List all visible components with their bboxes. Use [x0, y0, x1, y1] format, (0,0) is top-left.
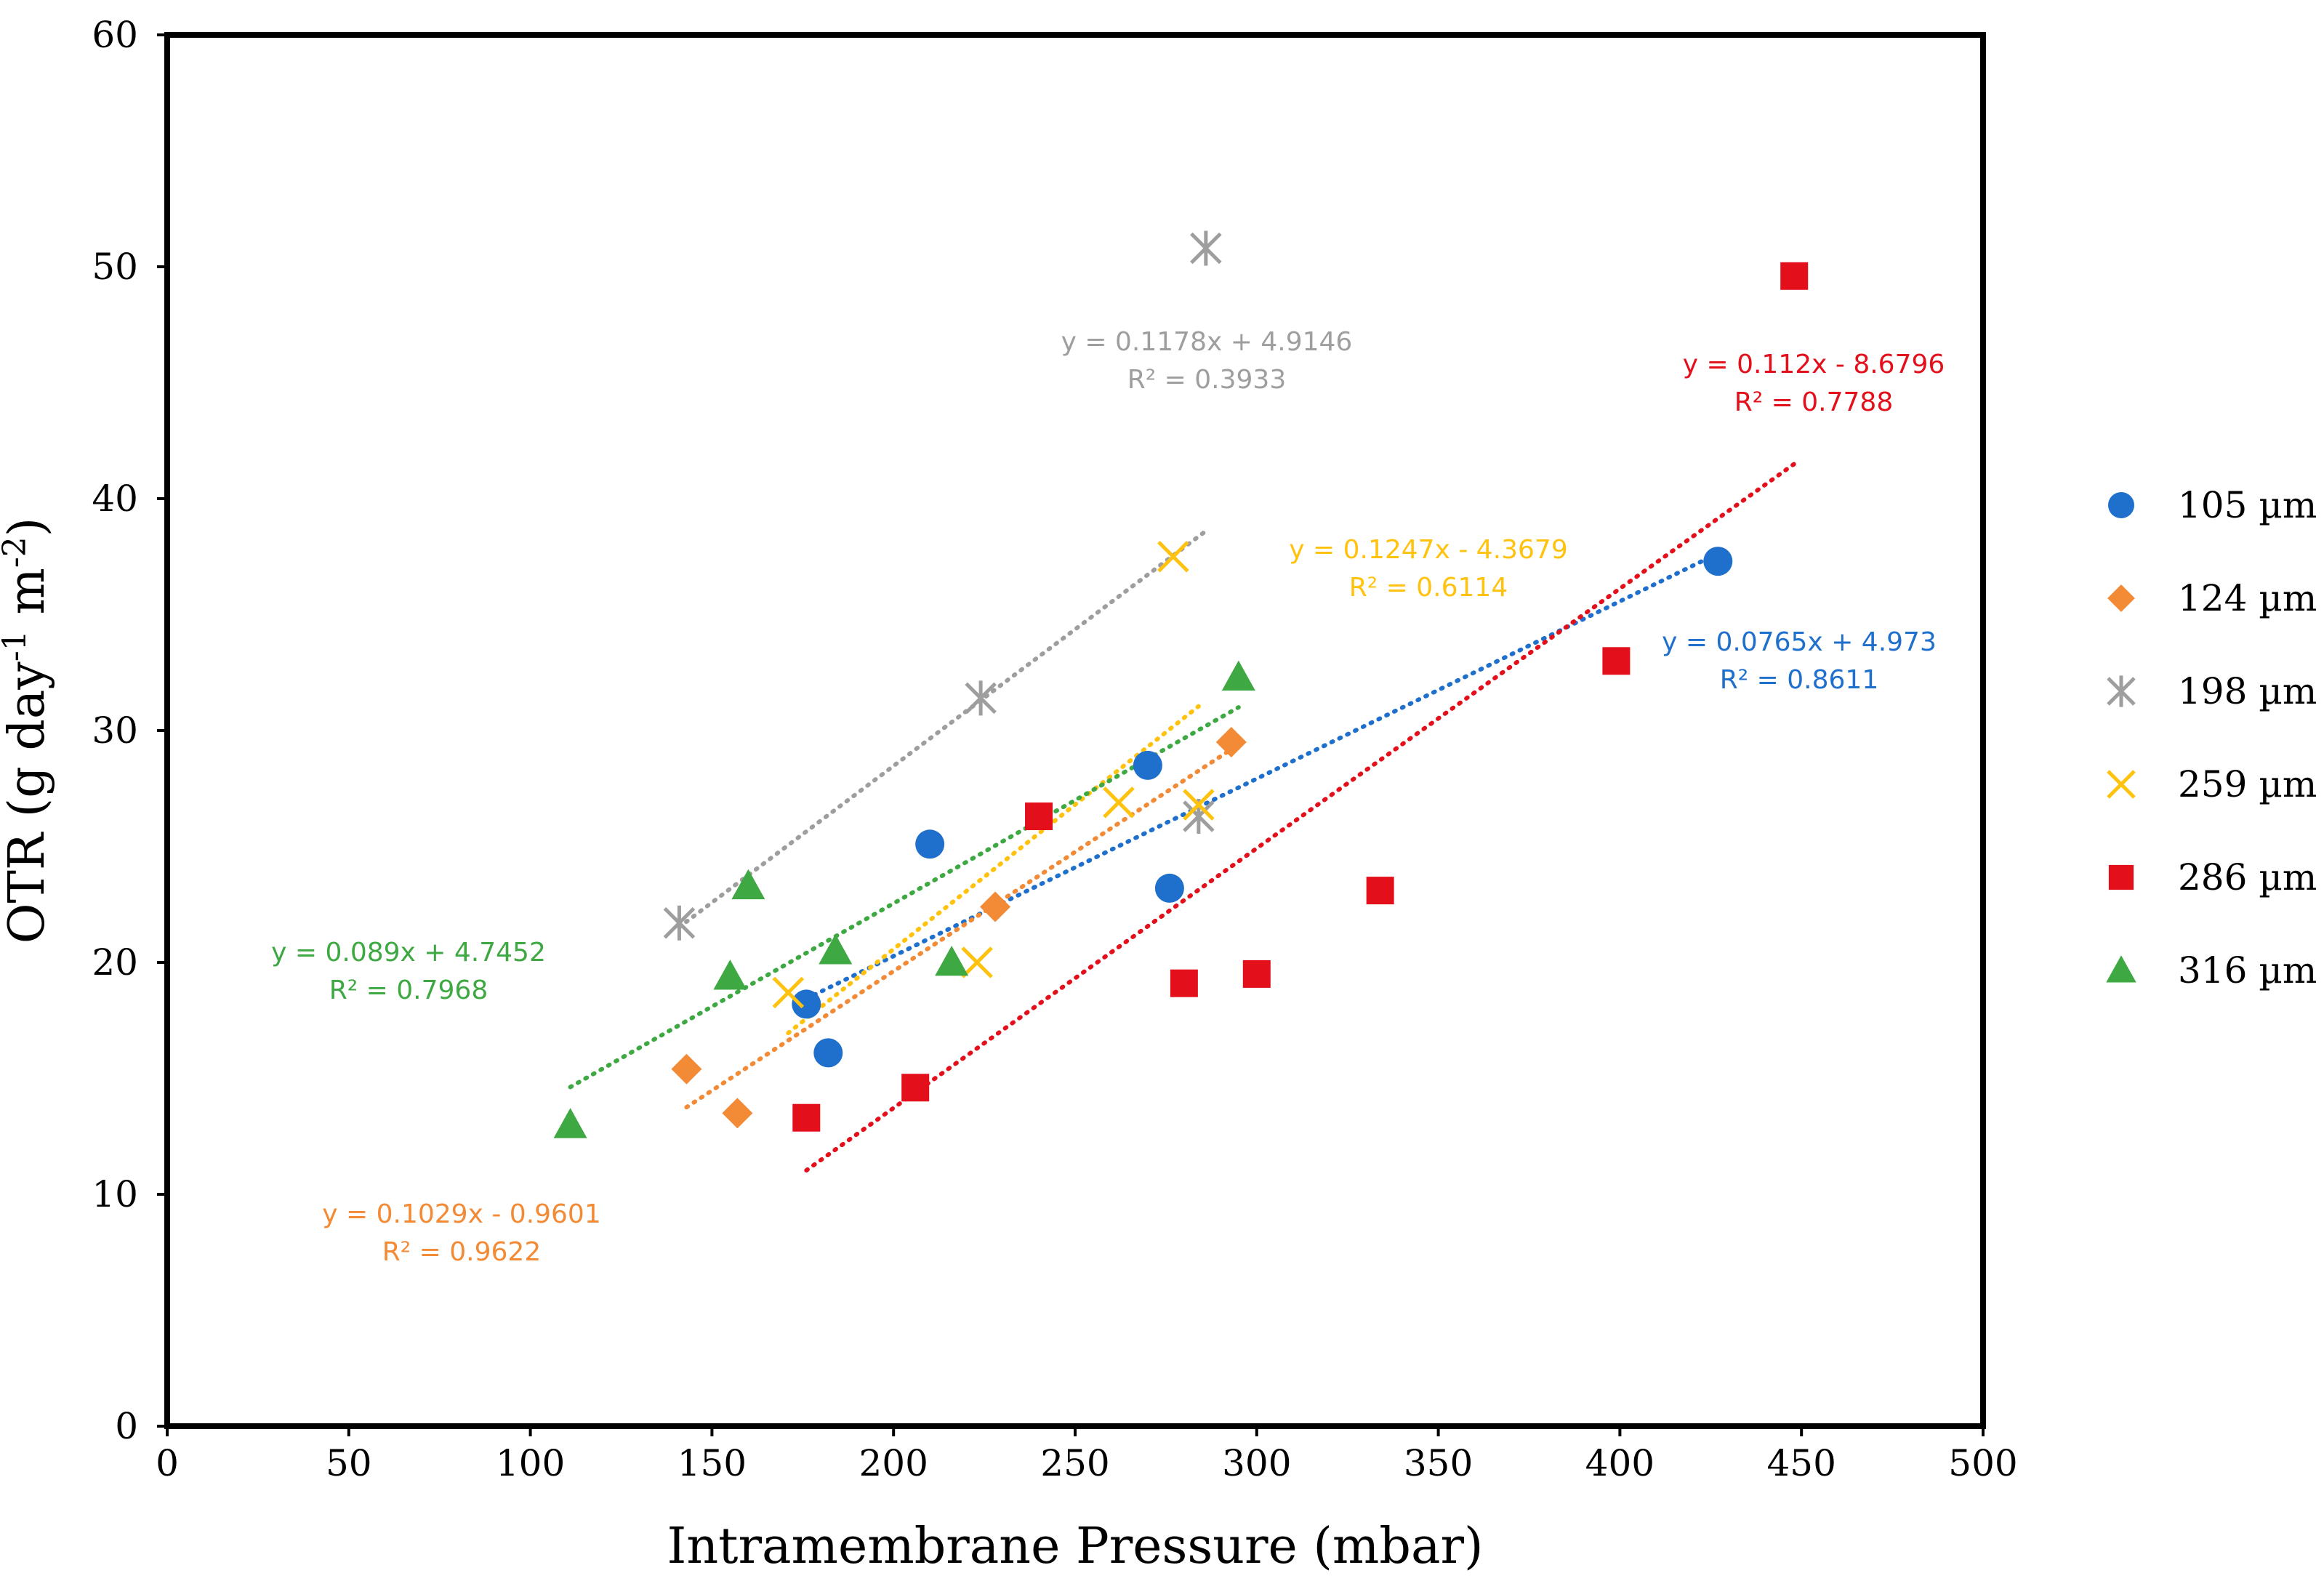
x-marker-stroke: [772, 976, 805, 1009]
trendline-square: [804, 462, 1797, 1173]
legend-item: 105 µm: [2108, 484, 2317, 526]
triangle-marker: [553, 1108, 587, 1138]
diamond-marker: [722, 1098, 753, 1129]
trendline-diamond: [684, 747, 1234, 1110]
circle-marker: [2108, 492, 2134, 518]
legend-label: 286 µm: [2178, 856, 2317, 898]
series-square: [792, 262, 1809, 1132]
circle-marker: [915, 829, 945, 859]
series-asterisk: [663, 230, 1222, 941]
data-markers: [553, 230, 1809, 1138]
x-tick-label: 450: [1766, 1442, 1836, 1484]
x-tick-label: 300: [1222, 1442, 1291, 1484]
legend-label: 259 µm: [2178, 763, 2317, 805]
x-marker-stroke: [1183, 789, 1215, 821]
x-axis-title: Intramembrane Pressure (mbar): [667, 1518, 1483, 1575]
circle-marker: [1703, 547, 1733, 576]
triangle-marker: [713, 960, 747, 990]
x-tick-label: 150: [678, 1442, 747, 1484]
circle-marker: [813, 1038, 843, 1068]
square-marker: [1602, 647, 1631, 675]
square-marker: [1025, 802, 1053, 831]
trendline-r2: R² = 0.9622: [382, 1237, 541, 1267]
legend: 105 µm 124 µm 198 µm 259 µm 286 µm 316 µm: [2106, 484, 2317, 991]
square-marker: [2108, 864, 2134, 890]
diamond-marker: [2107, 584, 2135, 612]
trendline-equation: y = 0.112x - 8.6796: [1683, 350, 1945, 379]
y-tick-label: 30: [92, 709, 138, 752]
circle-marker: [1133, 750, 1162, 780]
x-tick-label: 350: [1404, 1442, 1473, 1484]
trendlines: [568, 462, 1797, 1173]
axis-ticks: 0 50 100 150 200 250 300 350 400 450 500 0 10 20 30 40 5…: [92, 14, 2017, 1484]
legend-label: 105 µm: [2178, 484, 2317, 526]
square-marker: [792, 1103, 821, 1132]
legend-label: 124 µm: [2178, 577, 2317, 619]
trendline-equation: y = 0.1029x - 0.9601: [322, 1199, 600, 1229]
x-tick-label: 250: [1040, 1442, 1109, 1484]
trendline-asterisk: [677, 528, 1208, 930]
triangle-marker: [935, 946, 969, 976]
diamond-marker: [671, 1053, 702, 1085]
trendline-equation: y = 0.089x + 4.7452: [271, 938, 546, 967]
y-tick-label: 0: [115, 1405, 138, 1447]
trendline-triangle: [568, 705, 1241, 1090]
legend-label: 316 µm: [2178, 949, 2317, 991]
series-triangle: [553, 660, 1255, 1138]
trendline-r2: R² = 0.3933: [1127, 365, 1286, 395]
y-tick-label: 40: [92, 478, 138, 520]
legend-item: 198 µm: [2107, 670, 2317, 712]
triangle-marker: [819, 934, 853, 965]
trendline-equations: y = 0.0765x + 4.973 R² = 0.8611 y = 0.1029…: [271, 327, 1945, 1267]
trendline-r2: R² = 0.7968: [329, 975, 488, 1005]
x-tick-label: 500: [1948, 1442, 2017, 1484]
x-tick-label: 200: [859, 1442, 928, 1484]
x-marker-stroke: [961, 946, 993, 978]
square-marker: [901, 1074, 930, 1102]
legend-item: 316 µm: [2106, 949, 2317, 991]
diamond-marker: [1215, 726, 1247, 757]
triangle-marker: [1221, 660, 1255, 691]
legend-label: 198 µm: [2178, 670, 2317, 712]
x-marker-stroke: [1103, 787, 1135, 818]
y-tick-label: 50: [92, 246, 138, 288]
trendline-x: [786, 704, 1201, 1036]
square-marker: [1170, 969, 1198, 997]
series-x: [772, 540, 1215, 1009]
triangle-marker: [2106, 955, 2136, 983]
series-diamond: [671, 726, 1247, 1129]
trendline-r2: R² = 0.7788: [1734, 387, 1893, 417]
trendline-r2: R² = 0.6114: [1349, 573, 1508, 603]
triangle-marker: [731, 869, 765, 900]
x-tick-label: 0: [156, 1442, 179, 1484]
square-marker: [1242, 960, 1271, 988]
x-tick-label: 100: [496, 1442, 565, 1484]
y-tick-label: 60: [92, 14, 138, 56]
square-marker: [1366, 877, 1394, 905]
square-marker: [1780, 262, 1809, 290]
legend-item: 124 µm: [2107, 577, 2317, 619]
trendline-r2: R² = 0.8611: [1720, 665, 1878, 695]
x-tick-label: 50: [326, 1442, 372, 1484]
circle-marker: [1154, 873, 1184, 903]
x-tick-label: 400: [1585, 1442, 1654, 1484]
legend-item: 286 µm: [2108, 856, 2317, 898]
trendline-circle: [804, 551, 1721, 1001]
circle-marker: [792, 989, 821, 1019]
y-axis-title: OTR (g day-1 m-2): [0, 518, 56, 944]
y-tick-label: 10: [92, 1173, 138, 1215]
x-marker-stroke: [1157, 540, 1189, 573]
x-marker-stroke: [2107, 770, 2136, 799]
y-tick-label: 20: [92, 941, 138, 983]
legend-item: 259 µm: [2107, 763, 2317, 805]
trendline-equation: y = 0.1247x - 4.3679: [1289, 535, 1567, 565]
series-circle: [792, 547, 1733, 1068]
diamond-marker: [980, 891, 1011, 922]
trendline-equation: y = 0.0765x + 4.973: [1662, 627, 1937, 657]
trendline-equation: y = 0.1178x + 4.9146: [1061, 327, 1353, 357]
